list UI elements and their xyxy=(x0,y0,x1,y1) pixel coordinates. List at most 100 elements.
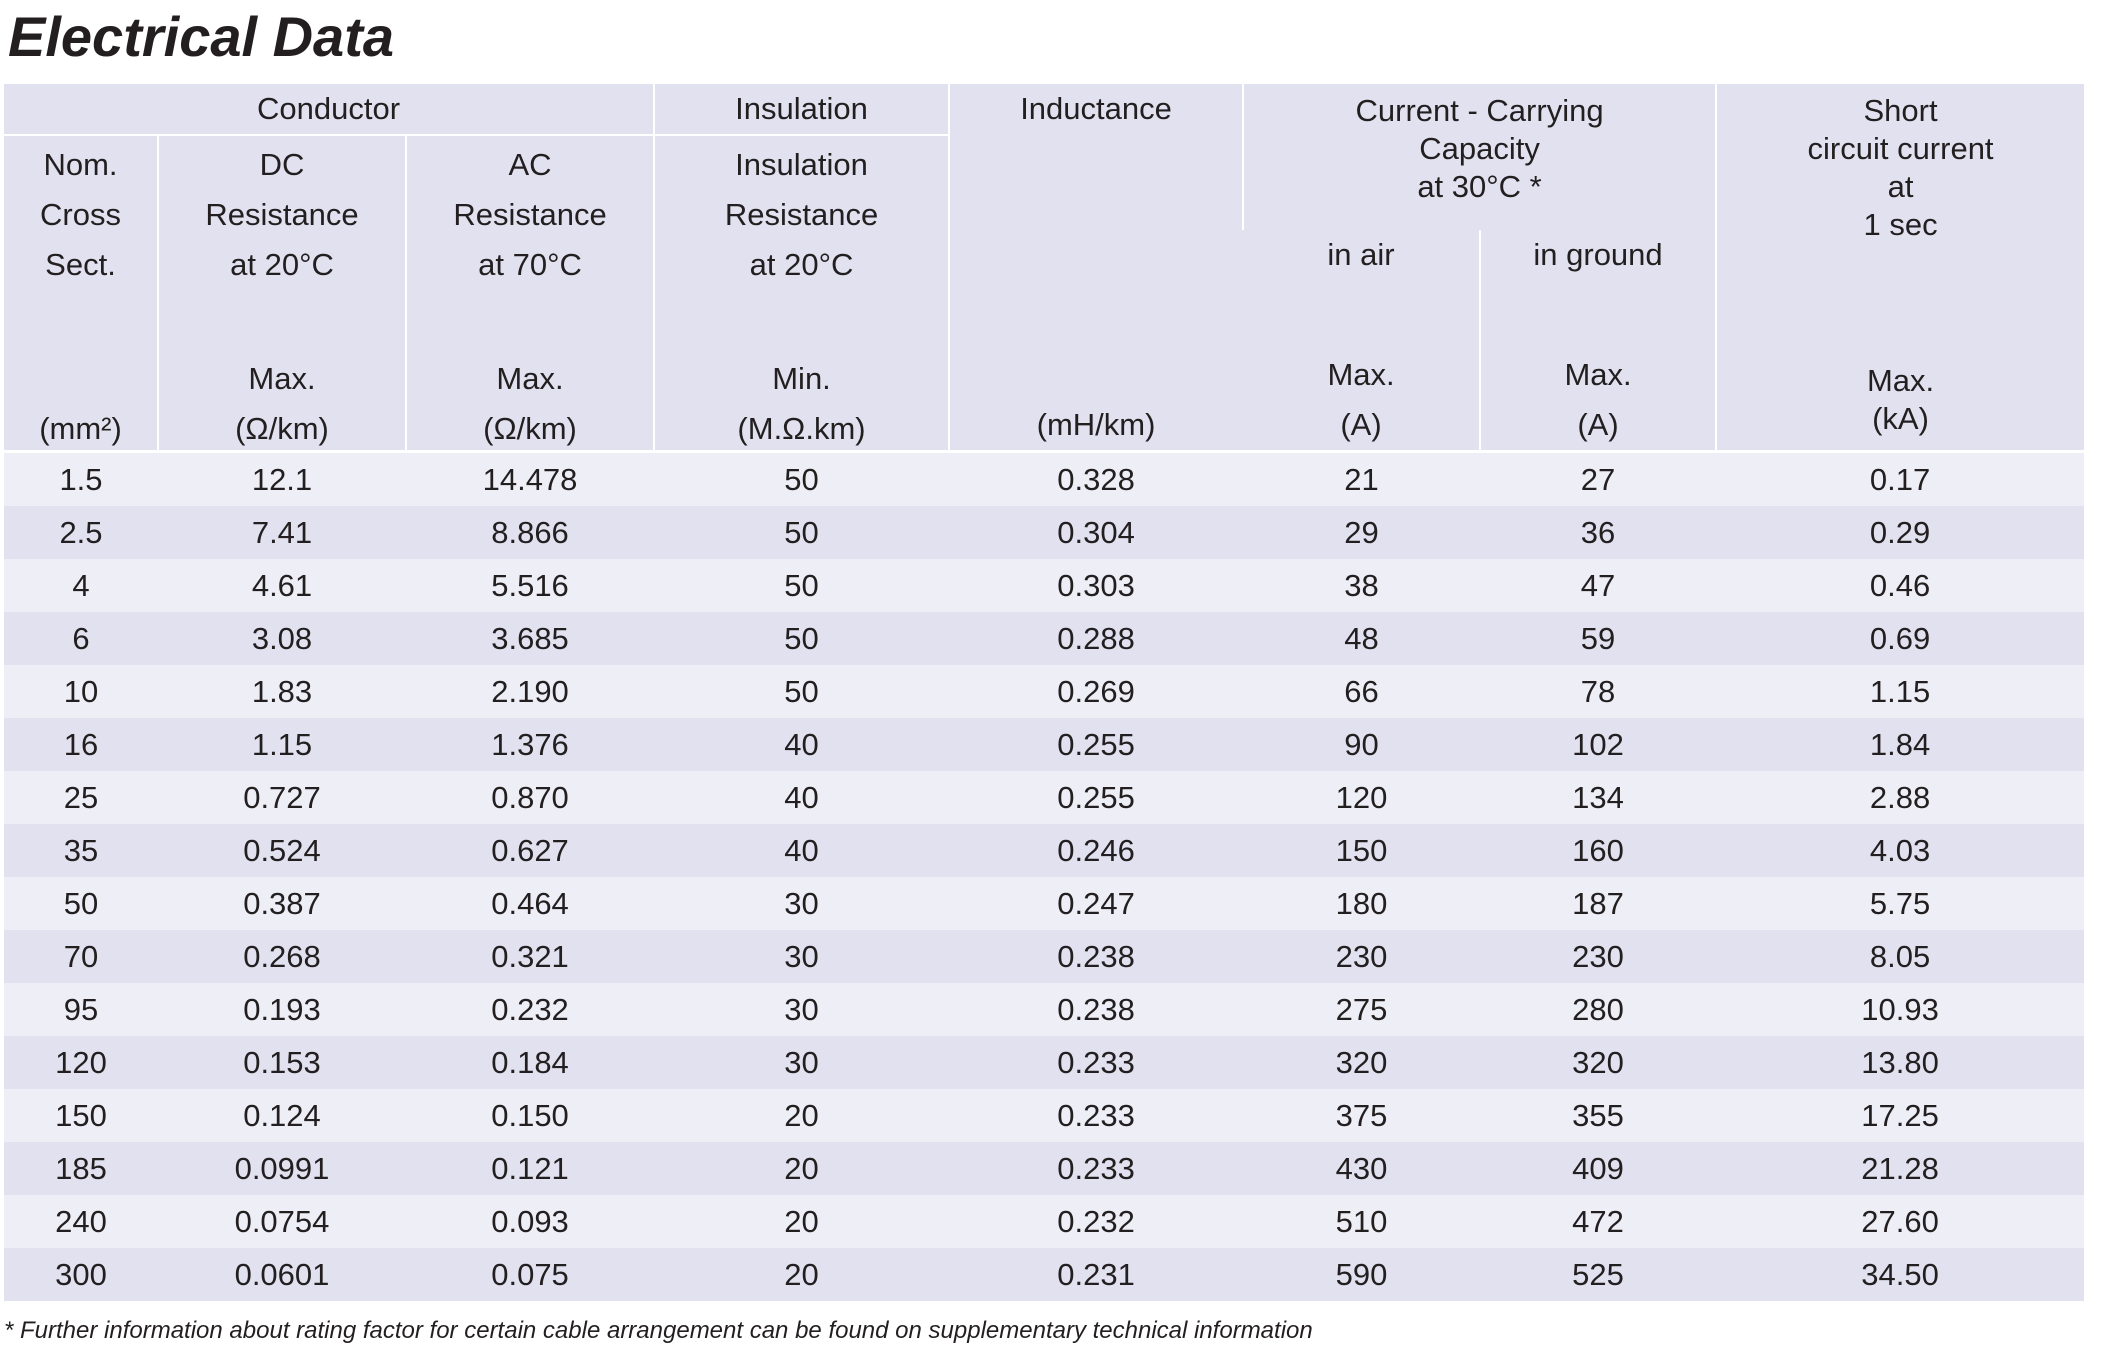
cell-ac-resistance: 14.478 xyxy=(406,450,655,506)
short-circuit-line-3: at xyxy=(1887,169,1914,204)
dc-resistance-unit: (Ω/km) xyxy=(235,411,329,446)
cell-nom-cross-sect: 150 xyxy=(4,1089,158,1142)
table-row: 6 3.08 3.685 50 0.288 48 59 0.69 xyxy=(4,612,2085,665)
cell-nom-cross-sect: 70 xyxy=(4,930,158,983)
cell-in-air: 150 xyxy=(1243,824,1481,877)
insulation-resistance-line-3: at 20°C xyxy=(749,247,854,282)
cell-insulation-resistance: 50 xyxy=(654,559,950,612)
insulation-resistance-unit: (M.Ω.km) xyxy=(737,411,866,446)
cell-in-ground: 320 xyxy=(1480,1036,1717,1089)
cell-nom-cross-sect: 10 xyxy=(4,665,158,718)
in-ground-qualifier: Max. xyxy=(1564,357,1632,392)
table-row: 10 1.83 2.190 50 0.269 66 78 1.15 xyxy=(4,665,2085,718)
cell-ac-resistance: 1.376 xyxy=(406,718,655,771)
cell-nom-cross-sect: 35 xyxy=(4,824,158,877)
cell-in-air: 21 xyxy=(1243,450,1481,506)
cell-in-air: 320 xyxy=(1243,1036,1481,1089)
cell-ac-resistance: 0.627 xyxy=(406,824,655,877)
cell-inductance: 0.288 xyxy=(949,612,1244,665)
header-short-circuit: Short circuit current at 1 sec Max. (kA) xyxy=(1715,84,2085,452)
cell-short-circuit: 17.25 xyxy=(1716,1089,2085,1142)
cell-insulation-resistance: 20 xyxy=(654,1248,950,1301)
cell-short-circuit: 0.29 xyxy=(1716,506,2085,559)
cell-inductance: 0.269 xyxy=(949,665,1244,718)
cell-in-air: 230 xyxy=(1243,930,1481,983)
header-in-ground: in ground Max. (A) xyxy=(1479,230,1717,452)
header-dc-resistance: DC Resistance at 20°C Max. (Ω/km) xyxy=(157,135,406,452)
cell-ac-resistance: 0.150 xyxy=(406,1089,655,1142)
cell-short-circuit: 0.69 xyxy=(1716,612,2085,665)
cell-insulation-resistance: 30 xyxy=(654,877,950,930)
cell-nom-cross-sect: 240 xyxy=(4,1195,158,1248)
cell-inductance: 0.304 xyxy=(949,506,1244,559)
cell-in-ground: 47 xyxy=(1480,559,1717,612)
cell-in-air: 38 xyxy=(1243,559,1481,612)
cell-in-ground: 78 xyxy=(1480,665,1717,718)
table-header: Conductor Insulation Inductance (mH/km) … xyxy=(4,84,2085,452)
cell-inductance: 0.233 xyxy=(949,1036,1244,1089)
dc-resistance-line-2: Resistance xyxy=(205,197,359,232)
ac-resistance-line-2: Resistance xyxy=(453,197,607,232)
cell-short-circuit: 2.88 xyxy=(1716,771,2085,824)
cell-inductance: 0.328 xyxy=(949,450,1244,506)
table-row: 4 4.61 5.516 50 0.303 38 47 0.46 xyxy=(4,559,2085,612)
cell-dc-resistance: 1.83 xyxy=(158,665,406,718)
cell-dc-resistance: 3.08 xyxy=(158,612,406,665)
cell-dc-resistance: 0.193 xyxy=(158,983,406,1036)
cell-insulation-resistance: 20 xyxy=(654,1142,950,1195)
table-row: 95 0.193 0.232 30 0.238 275 280 10.93 xyxy=(4,983,2085,1036)
cell-short-circuit: 5.75 xyxy=(1716,877,2085,930)
cell-dc-resistance: 0.268 xyxy=(158,930,406,983)
cell-inductance: 0.233 xyxy=(949,1142,1244,1195)
cell-short-circuit: 0.46 xyxy=(1716,559,2085,612)
cell-short-circuit: 13.80 xyxy=(1716,1036,2085,1089)
header-current-capacity: Current - Carrying Capacity at 30°C * xyxy=(1242,84,1717,230)
cell-inductance: 0.247 xyxy=(949,877,1244,930)
header-inductance-label: Inductance xyxy=(1020,91,1172,126)
ac-resistance-unit: (Ω/km) xyxy=(483,411,577,446)
cell-insulation-resistance: 50 xyxy=(654,450,950,506)
cell-in-air: 510 xyxy=(1243,1195,1481,1248)
header-in-air: in air Max. (A) xyxy=(1243,230,1481,452)
header-ac-resistance: AC Resistance at 70°C Max. (Ω/km) xyxy=(404,135,655,452)
table-row: 185 0.0991 0.121 20 0.233 430 409 21.28 xyxy=(4,1142,2085,1195)
footnote: * Further information about rating facto… xyxy=(4,1317,1313,1344)
table-row: 50 0.387 0.464 30 0.247 180 187 5.75 xyxy=(4,877,2085,930)
cell-nom-cross-sect: 300 xyxy=(4,1248,158,1301)
cell-in-ground: 59 xyxy=(1480,612,1717,665)
cell-dc-resistance: 0.727 xyxy=(158,771,406,824)
short-circuit-line-2: circuit current xyxy=(1807,131,1994,166)
cell-dc-resistance: 7.41 xyxy=(158,506,406,559)
cell-short-circuit: 4.03 xyxy=(1716,824,2085,877)
header-insulation-resistance: Insulation Resistance at 20°C Min. (M.Ω.… xyxy=(653,135,950,452)
ac-resistance-line-3: at 70°C xyxy=(478,247,582,282)
cell-in-air: 29 xyxy=(1243,506,1481,559)
table-body: 1.5 12.1 14.478 50 0.328 21 27 0.17 2.5 7.41 8.866… xyxy=(4,450,2085,1301)
cell-inductance: 0.255 xyxy=(949,771,1244,824)
dc-resistance-line-1: DC xyxy=(259,147,305,182)
cell-dc-resistance: 0.387 xyxy=(158,877,406,930)
cell-short-circuit: 1.15 xyxy=(1716,665,2085,718)
cell-inductance: 0.238 xyxy=(949,930,1244,983)
cell-inductance: 0.255 xyxy=(949,718,1244,771)
current-capacity-line-3: at 30°C * xyxy=(1417,169,1542,204)
cell-nom-cross-sect: 185 xyxy=(4,1142,158,1195)
cell-ac-resistance: 0.464 xyxy=(406,877,655,930)
cell-inductance: 0.303 xyxy=(949,559,1244,612)
cell-in-ground: 134 xyxy=(1480,771,1717,824)
cell-in-air: 375 xyxy=(1243,1089,1481,1142)
ac-resistance-line-1: AC xyxy=(508,147,552,182)
cell-dc-resistance: 0.524 xyxy=(158,824,406,877)
cell-insulation-resistance: 30 xyxy=(654,930,950,983)
in-air-unit: (A) xyxy=(1340,407,1382,442)
cell-short-circuit: 10.93 xyxy=(1716,983,2085,1036)
cell-ac-resistance: 0.232 xyxy=(406,983,655,1036)
nom-cross-sect-line-2: Cross xyxy=(40,197,121,232)
cell-in-ground: 36 xyxy=(1480,506,1717,559)
dc-resistance-qualifier: Max. xyxy=(248,361,316,396)
nom-cross-sect-line-3: Sect. xyxy=(45,247,116,282)
cell-insulation-resistance: 40 xyxy=(654,718,950,771)
cell-short-circuit: 0.17 xyxy=(1716,450,2085,506)
cell-ac-resistance: 0.321 xyxy=(406,930,655,983)
cell-in-air: 90 xyxy=(1243,718,1481,771)
